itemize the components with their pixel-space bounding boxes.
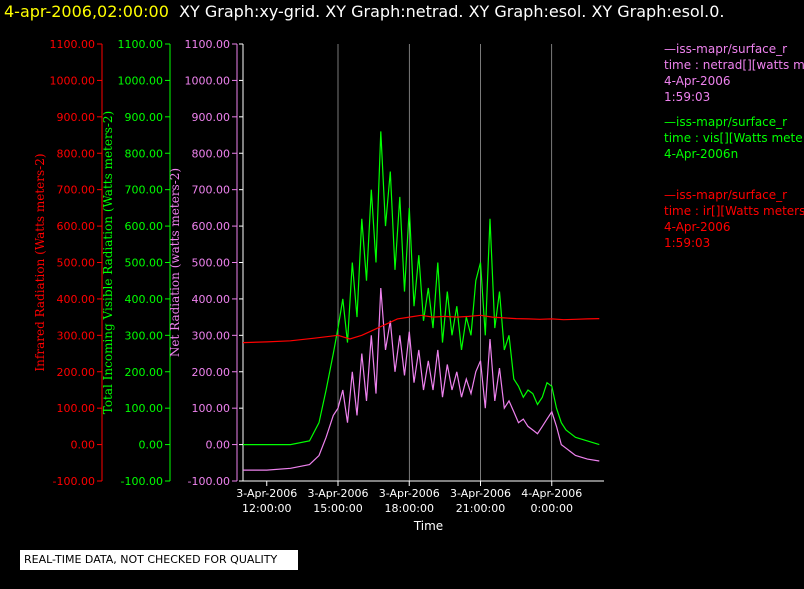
legend-vis: —iss-mapr/surface_r time : vis[][Watts m… xyxy=(664,114,804,162)
x-tick-time: 18:00:00 xyxy=(385,502,434,515)
y-tick-label-0: 1100.00 xyxy=(50,38,96,51)
legend-netrad: —iss-mapr/surface_r time : netrad[][watt… xyxy=(664,41,804,105)
y-tick-label-0: 200.00 xyxy=(57,366,96,379)
x-axis-label: Time xyxy=(413,519,443,533)
legend-ir-source: —iss-mapr/surface_r xyxy=(664,188,788,202)
y-tick-label-0: -100.00 xyxy=(53,475,95,488)
x-tick-time: 0:00:00 xyxy=(531,502,573,515)
quality-warning: REAL-TIME DATA, NOT CHECKED FOR QUALITY xyxy=(20,550,298,570)
legend-ir-date: 4-Apr-2006 xyxy=(664,220,731,234)
y-tick-label-2: 200.00 xyxy=(192,366,231,379)
y-axis-label-2: Net Radiation (watts meters-2) xyxy=(168,168,182,357)
y-tick-label-1: 200.00 xyxy=(125,366,164,379)
x-tick-date: 3-Apr-2006 xyxy=(450,487,511,500)
y-tick-label-1: 300.00 xyxy=(125,329,164,342)
y-tick-label-2: 400.00 xyxy=(192,293,231,306)
legend-ir-time: 1:59:03 xyxy=(664,236,711,250)
y-tick-label-0: 1000.00 xyxy=(50,74,96,87)
x-tick-date: 4-Apr-2006 xyxy=(521,487,582,500)
series-line-vis xyxy=(243,131,600,446)
legend-netrad-time: 1:59:03 xyxy=(664,90,711,104)
x-tick-time: 12:00:00 xyxy=(242,502,291,515)
title-graph-list: XY Graph:xy-grid. XY Graph:netrad. XY Gr… xyxy=(179,2,725,21)
y-tick-label-1: 1000.00 xyxy=(118,74,164,87)
y-tick-label-0: 100.00 xyxy=(57,402,96,415)
y-tick-label-2: 500.00 xyxy=(192,257,231,270)
y-tick-label-2: 1000.00 xyxy=(185,74,231,87)
y-tick-label-1: 800.00 xyxy=(125,147,164,160)
y-tick-label-1: 900.00 xyxy=(125,111,164,124)
x-tick-time: 15:00:00 xyxy=(313,502,362,515)
y-tick-label-2: 900.00 xyxy=(192,111,231,124)
y-tick-label-0: 300.00 xyxy=(57,329,96,342)
legend-ir: —iss-mapr/surface_r time : ir[][Watts me… xyxy=(664,187,804,251)
y-tick-label-2: 300.00 xyxy=(192,329,231,342)
series-line-ir xyxy=(242,314,600,344)
y-tick-label-0: 500.00 xyxy=(57,257,96,270)
y-tick-label-0: 600.00 xyxy=(57,220,96,233)
x-tick-date: 3-Apr-2006 xyxy=(236,487,297,500)
y-tick-label-0: 700.00 xyxy=(57,184,96,197)
y-tick-label-1: 0.00 xyxy=(139,439,164,452)
y-tick-label-2: 1100.00 xyxy=(185,38,231,51)
y-tick-label-2: 100.00 xyxy=(192,402,231,415)
x-tick-time: 21:00:00 xyxy=(456,502,505,515)
series-line-netrad xyxy=(243,287,600,471)
legend-vis-source: —iss-mapr/surface_r xyxy=(664,115,788,129)
legend-vis-variable: time : vis[][Watts mete xyxy=(664,131,803,145)
legend-netrad-date: 4-Apr-2006 xyxy=(664,74,731,88)
legend-netrad-source: —iss-mapr/surface_r xyxy=(664,42,788,56)
y-tick-label-1: 700.00 xyxy=(125,184,164,197)
title-datetime: 4-apr-2006,02:00:00 xyxy=(4,2,169,21)
y-tick-label-1: 600.00 xyxy=(125,220,164,233)
y-tick-label-2: 600.00 xyxy=(192,220,231,233)
y-tick-label-1: 100.00 xyxy=(125,402,164,415)
legend-vis-date: 4-Apr-2006n xyxy=(664,147,739,161)
y-tick-label-1: 400.00 xyxy=(125,293,164,306)
legend-ir-variable: time : ir[][Watts meters xyxy=(664,204,804,218)
y-axis-label-1: Total Incoming Visible Radiation (Watts … xyxy=(101,111,115,415)
y-tick-label-1: -100.00 xyxy=(121,475,163,488)
y-tick-label-1: 1100.00 xyxy=(118,38,164,51)
y-tick-label-2: 700.00 xyxy=(192,184,231,197)
y-tick-label-2: 800.00 xyxy=(192,147,231,160)
y-tick-label-0: 0.00 xyxy=(71,439,96,452)
y-axis-label-0: Infrared Radiation (Watts meters-2) xyxy=(33,153,47,371)
title-bar: 4-apr-2006,02:00:00 XY Graph:xy-grid. XY… xyxy=(4,2,725,21)
y-tick-label-0: 400.00 xyxy=(57,293,96,306)
y-tick-label-1: 500.00 xyxy=(125,257,164,270)
y-tick-label-2: 0.00 xyxy=(206,439,231,452)
x-tick-date: 3-Apr-2006 xyxy=(379,487,440,500)
legend-netrad-variable: time : netrad[][watts me xyxy=(664,58,804,72)
y-tick-label-2: -100.00 xyxy=(188,475,230,488)
x-tick-date: 3-Apr-2006 xyxy=(307,487,368,500)
y-tick-label-0: 800.00 xyxy=(57,147,96,160)
y-tick-label-0: 900.00 xyxy=(57,111,96,124)
